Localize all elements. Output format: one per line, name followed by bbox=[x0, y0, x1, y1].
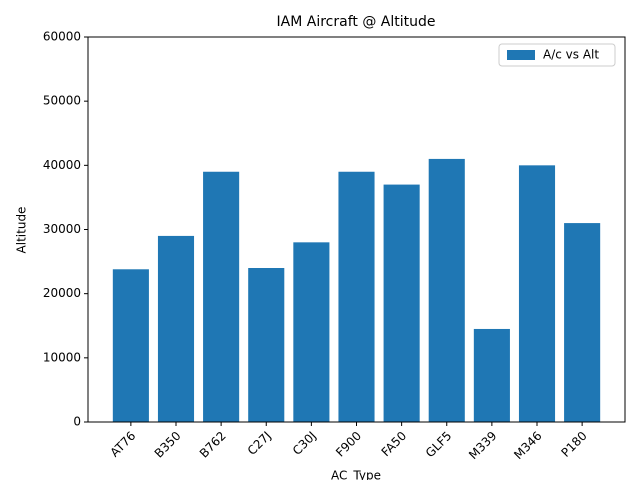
x-tick-label: M346 bbox=[511, 429, 544, 462]
legend-frame bbox=[498, 43, 616, 67]
bar bbox=[473, 328, 510, 422]
plot-frame bbox=[87, 36, 626, 423]
y-tick-label: 50000 bbox=[43, 94, 81, 108]
bar bbox=[518, 165, 556, 423]
bar bbox=[428, 158, 465, 422]
bar bbox=[112, 269, 149, 422]
x-tick-label: FA50 bbox=[379, 429, 410, 460]
legend-label: A/c vs Alt bbox=[543, 48, 599, 62]
bar bbox=[564, 223, 601, 422]
x-axis-label: AC_Type bbox=[331, 469, 381, 480]
x-tick-label: C30J bbox=[290, 429, 319, 458]
y-tick-label: 40000 bbox=[43, 158, 81, 172]
x-tick-label: GLF5 bbox=[423, 429, 454, 460]
y-tick-label: 10000 bbox=[43, 350, 81, 364]
x-tick-label: C27J bbox=[245, 429, 274, 458]
x-tick-label: P180 bbox=[559, 429, 590, 460]
x-tick-label: F900 bbox=[333, 429, 364, 460]
x-tick-label: AT76 bbox=[107, 429, 138, 460]
y-tick-label: 20000 bbox=[43, 286, 81, 300]
chart-title: IAM Aircraft @ Altitude bbox=[277, 14, 436, 30]
bar bbox=[157, 235, 195, 422]
bar bbox=[293, 242, 330, 422]
y-tick-label: 0 bbox=[73, 415, 81, 429]
legend: A/c vs Alt bbox=[498, 43, 616, 67]
bar bbox=[248, 268, 285, 422]
bar bbox=[383, 184, 420, 422]
x-tick-label: M339 bbox=[466, 429, 499, 462]
x-tick-label: B350 bbox=[152, 429, 184, 461]
y-axis-label: Altitude bbox=[15, 207, 29, 254]
x-tick-label: B762 bbox=[197, 429, 229, 461]
y-tick-label: 30000 bbox=[43, 222, 81, 236]
y-tick-label: 60000 bbox=[43, 30, 81, 44]
bar bbox=[203, 171, 240, 422]
bar bbox=[338, 171, 375, 422]
legend-swatch bbox=[507, 50, 535, 60]
